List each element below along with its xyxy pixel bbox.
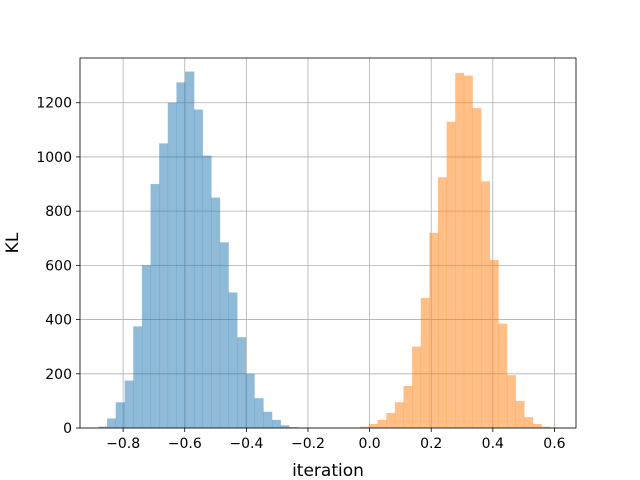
histogram-bar [289,427,299,428]
histogram-bar [193,109,203,428]
x-axis-ticks: −0.8 −0.6 −0.4 −0.2 0.0 0.2 0.4 0.6 [106,428,566,452]
histogram-bar [446,121,456,428]
histogram-bar [463,75,473,428]
histogram-bar [254,398,264,428]
y-tick-label: 200 [45,367,72,383]
histogram-bar [541,426,551,428]
histogram-bar [245,373,255,428]
histogram-bar [368,423,378,428]
x-tick-label: −0.4 [229,436,263,452]
histogram-bar [176,82,186,429]
y-tick-label: 400 [45,313,72,329]
histogram-bar [429,232,439,428]
histogram-series-1 [98,71,307,429]
histogram-bar [150,184,160,428]
x-tick-label: 0.4 [482,436,504,452]
histogram-bar [167,102,177,428]
histogram-bar [481,181,491,428]
histogram-bar [202,155,212,429]
histogram-bar [420,297,430,428]
histogram-bar [228,292,238,428]
plot-frame [79,57,577,429]
y-tick-label: 600 [45,258,72,274]
histogram-bar [159,143,169,428]
histogram-bar [280,425,290,428]
x-tick-label: 0.0 [358,436,380,452]
histogram-bar [489,259,499,428]
y-tick-label: 1000 [36,150,72,166]
histogram-bar [98,426,108,428]
histogram-bar [524,417,534,428]
histogram-bar [498,323,508,428]
histogram-bar [219,242,229,428]
histogram-bar [394,402,404,428]
histogram-bar [360,426,370,428]
histogram-bar [107,418,117,428]
histogram-bar [263,411,273,428]
histogram-bar [237,337,247,428]
y-axis-label: KL [3,232,23,253]
histogram-bar [115,402,125,428]
x-tick-label: −0.2 [291,436,325,452]
histogram-bar [377,419,387,428]
histogram-bar [124,380,134,428]
histogram-bar [532,423,542,428]
x-tick-label: −0.8 [106,436,140,452]
y-tick-label: 800 [45,204,72,220]
histogram-bar [271,419,281,428]
histogram-bar [472,108,482,429]
histogram-bar [506,375,516,428]
y-tick-label: 1200 [36,96,72,112]
histogram-bar [437,177,447,428]
histogram-bar [133,326,143,428]
histogram-bar [386,413,396,428]
x-tick-label: 0.2 [420,436,442,452]
y-axis-ticks: 0 200 400 600 800 1000 1200 [36,96,80,437]
histogram-bars [98,71,560,429]
histogram-bar [185,71,195,429]
histogram-series-2 [360,72,560,429]
histogram-bar [141,265,151,428]
histogram-bar [403,385,413,428]
histogram-bar [412,346,422,428]
y-tick-label: 0 [63,421,72,437]
x-tick-label: 0.6 [543,436,565,452]
histogram-bar [515,400,525,428]
histogram-bar [455,72,465,429]
x-tick-label: −0.6 [168,436,202,452]
x-axis-label: iteration [292,461,364,480]
histogram-bar [211,197,221,428]
